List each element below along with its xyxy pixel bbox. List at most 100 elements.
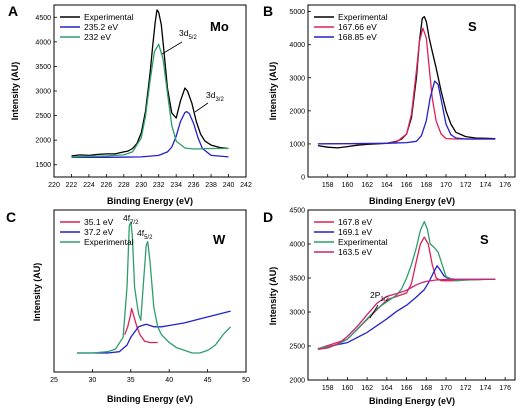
x-tick-label: 158 (322, 182, 334, 189)
panel-b-element-label: S (468, 19, 477, 34)
y-tick-label: 4500 (35, 15, 51, 22)
annotation-3d32: 3d3/2 (206, 90, 224, 103)
x-tick-label: 172 (460, 385, 472, 392)
x-tick-label: 164 (381, 385, 393, 392)
y-tick-label: 3000 (289, 310, 305, 317)
x-tick-label: 224 (83, 182, 95, 189)
panel-c-ylabel: Intensity (AU) (32, 263, 42, 322)
panel-a-annotation-3d52: 3d5/2 (161, 28, 197, 55)
panel-b-series (317, 15, 496, 149)
panel-a: A Mo Intensity (AU) Binding Energy (eV) … (8, 3, 252, 206)
panel-c-legend: 35.1 eV 37.2 eV Experimental (60, 217, 134, 247)
x-tick-label: 170 (440, 182, 452, 189)
panel-b-ylabel: Intensity (AU) (268, 62, 278, 121)
series-line-37-2-ev (77, 310, 231, 354)
y-tick-label: 3500 (35, 64, 51, 71)
legend-text-37-2: 37.2 eV (84, 227, 114, 237)
series-line-232-ev (71, 43, 229, 158)
annotation-3d: 3d5/2 (179, 28, 197, 41)
panel-d-frame (307, 209, 516, 381)
series-line-168-85-ev (317, 80, 496, 145)
x-tick-label: 25 (50, 377, 58, 384)
x-tick-label: 168 (420, 385, 432, 392)
panel-d-element-label: S (480, 232, 489, 247)
x-tick-label: 172 (460, 182, 472, 189)
annotation-4f72: 4f7/2 (123, 213, 139, 226)
panel-a-element-label: Mo (210, 19, 229, 34)
panel-a-ylabel: Intensity (AU) (10, 62, 20, 121)
series-line-163-5-ev (317, 278, 496, 351)
y-tick-label: 1500 (35, 162, 51, 169)
legend-text-167-8: 167.8 eV (338, 217, 372, 227)
legend-text-168-85: 168.85 eV (338, 32, 377, 42)
series-line-experimental (317, 220, 496, 350)
x-tick-label: 176 (499, 385, 511, 392)
panel-d-xlabel: Binding Energy (eV) (369, 396, 455, 406)
series-line-experimental (77, 221, 232, 354)
annotation-arrow-2p32 (369, 304, 379, 319)
legend-text-163-5: 163.5 eV (338, 247, 372, 257)
x-tick-label: 168 (420, 182, 432, 189)
panel-d-annotation-2p32: 2P3/2 (369, 290, 389, 319)
y-tick-label: 1000 (289, 141, 305, 148)
legend-text-167-66: 167.66 eV (338, 22, 377, 32)
y-tick-label: 2000 (289, 108, 305, 115)
panel-a-series (71, 9, 229, 158)
panel-a-xlabel: Binding Energy (eV) (107, 196, 193, 206)
legend-text-experimental: Experimental (338, 237, 388, 247)
y-tick-label: 2000 (289, 378, 305, 385)
panel-a-ticks: 220 222 224 226 228 230 232 234 236 238 240 242 1500… (35, 15, 252, 189)
y-tick-label: 2500 (35, 113, 51, 120)
x-tick-label: 236 (188, 182, 200, 189)
panel-c: C W Intensity (AU) Binding Energy (eV) 2… (6, 209, 250, 404)
x-tick-label: 174 (480, 385, 492, 392)
series-line-235-2-ev (71, 110, 229, 158)
x-tick-label: 30 (89, 377, 97, 384)
x-tick-label: 242 (240, 182, 252, 189)
x-tick-label: 230 (135, 182, 147, 189)
x-tick-label: 232 (153, 182, 165, 189)
y-tick-label: 2500 (289, 344, 305, 351)
panel-c-frame (53, 209, 247, 373)
series-line-experimental (317, 15, 496, 149)
x-tick-label: 164 (381, 182, 393, 189)
panel-c-label: C (6, 209, 16, 225)
legend-text-experimental: Experimental (84, 237, 134, 247)
panel-d-label: D (263, 209, 273, 225)
annotation-arrow-3d52 (161, 41, 183, 55)
x-tick-label: 40 (165, 377, 173, 384)
panel-c-series (77, 221, 232, 354)
x-tick-label: 238 (205, 182, 217, 189)
x-tick-label: 170 (440, 385, 452, 392)
panel-b-frame (307, 4, 516, 178)
legend-text-232: 232 eV (84, 32, 111, 42)
y-tick-label: 2000 (35, 138, 51, 145)
annotation-arrow-3d32 (194, 102, 209, 113)
panel-d-ylabel: Intensity (AU) (268, 267, 278, 326)
panel-d: D S Intensity (AU) Binding Energy (eV) 1… (263, 208, 516, 406)
x-tick-label: 162 (361, 385, 373, 392)
panel-d-series (317, 220, 496, 351)
legend-text-235-2: 235.2 eV (84, 22, 118, 32)
panel-b-ticks: 158 160 162 164 166 168 170 172 174 176 0 1000 2000 3… (289, 9, 511, 189)
panel-c-ticks: 25 30 35 40 45 50 (50, 369, 250, 384)
y-tick-label: 4000 (289, 242, 305, 249)
panel-a-annotation-3d32: 3d3/2 (194, 90, 224, 113)
panel-a-legend: Experimental 235.2 eV 232 eV (60, 12, 134, 42)
legend-text-experimental: Experimental (338, 12, 388, 22)
x-tick-label: 222 (66, 182, 78, 189)
legend-text-35-1: 35.1 eV (84, 217, 114, 227)
panel-c-annotation-4f52: 4f5/2 (137, 228, 153, 241)
y-tick-label: 0 (301, 175, 305, 182)
x-tick-label: 226 (101, 182, 113, 189)
panel-c-annotation-4f72: 4f7/2 (123, 213, 139, 226)
x-tick-label: 158 (322, 385, 334, 392)
x-tick-label: 234 (170, 182, 182, 189)
annotation-2p32: 2P3/2 (370, 290, 389, 303)
x-tick-label: 166 (401, 385, 413, 392)
x-tick-label: 160 (342, 182, 354, 189)
panel-b-label: B (263, 3, 273, 19)
x-tick-label: 174 (480, 182, 492, 189)
panel-a-label: A (8, 3, 18, 19)
